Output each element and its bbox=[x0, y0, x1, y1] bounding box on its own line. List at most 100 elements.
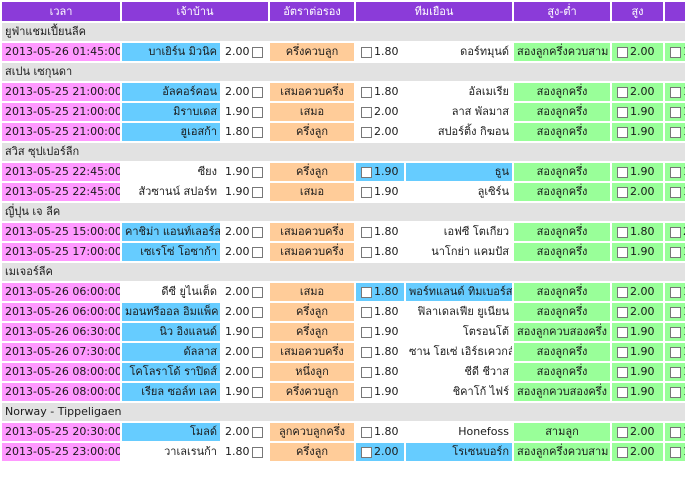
bet-checkbox[interactable] bbox=[361, 386, 372, 398]
bet-checkbox[interactable] bbox=[251, 326, 263, 338]
bet-checkbox[interactable] bbox=[361, 46, 372, 58]
over-odds: 2.00 bbox=[630, 445, 655, 458]
handicap: ครึ่งลูก bbox=[270, 163, 354, 181]
bet-checkbox[interactable] bbox=[361, 326, 372, 338]
bet-checkbox[interactable] bbox=[617, 446, 628, 458]
bet-checkbox[interactable] bbox=[361, 366, 372, 378]
under-cell: 1.80 bbox=[665, 283, 685, 301]
bet-checkbox[interactable] bbox=[251, 186, 263, 198]
header-row: เวลา เจ้าบ้าน อัตราต่อรอง ทีมเยือน สูง-ต… bbox=[2, 2, 685, 21]
away-team: โรเซนบอร์ก bbox=[406, 443, 512, 461]
bet-checkbox[interactable] bbox=[251, 86, 263, 98]
bet-checkbox[interactable] bbox=[617, 166, 628, 178]
bet-checkbox[interactable] bbox=[361, 226, 372, 238]
bet-checkbox[interactable] bbox=[617, 286, 628, 298]
match-row: 2013-05-26 06:30:00 นิว อิงแลนด์ 1.90 ครึ่ง… bbox=[2, 323, 685, 341]
home-odds-cell: 2.00 bbox=[222, 243, 268, 261]
league-name: สเปน เซกุนดา bbox=[2, 63, 685, 81]
over-cell: 2.00 bbox=[612, 443, 663, 461]
bet-checkbox[interactable] bbox=[251, 106, 263, 118]
bet-checkbox[interactable] bbox=[361, 86, 372, 98]
away-odds-cell: 1.90 bbox=[356, 383, 404, 401]
over-odds: 1.90 bbox=[630, 125, 655, 138]
bet-checkbox[interactable] bbox=[251, 286, 263, 298]
bet-checkbox[interactable] bbox=[251, 306, 263, 318]
match-row: 2013-05-25 23:00:00 วาเลเรนก้า 1.80 ครึ่งลู… bbox=[2, 443, 685, 461]
bet-checkbox[interactable] bbox=[670, 446, 681, 458]
bet-checkbox[interactable] bbox=[670, 166, 681, 178]
bet-checkbox[interactable] bbox=[617, 326, 628, 338]
bet-checkbox[interactable] bbox=[361, 446, 372, 458]
bet-checkbox[interactable] bbox=[251, 126, 263, 138]
bet-checkbox[interactable] bbox=[361, 186, 372, 198]
bet-checkbox[interactable] bbox=[251, 426, 263, 438]
bet-checkbox[interactable] bbox=[617, 386, 628, 398]
home-odds-cell: 2.00 bbox=[222, 363, 268, 381]
bet-checkbox[interactable] bbox=[670, 386, 681, 398]
bet-checkbox[interactable] bbox=[617, 106, 628, 118]
bet-checkbox[interactable] bbox=[251, 166, 263, 178]
bet-checkbox[interactable] bbox=[251, 446, 263, 458]
bet-checkbox[interactable] bbox=[617, 346, 628, 358]
away-team: ธูน bbox=[406, 163, 512, 181]
bet-checkbox[interactable] bbox=[251, 46, 263, 58]
bet-checkbox[interactable] bbox=[617, 426, 628, 438]
bet-checkbox[interactable] bbox=[251, 226, 263, 238]
bet-checkbox[interactable] bbox=[251, 366, 263, 378]
total-line: สองลูกครึ่ง bbox=[514, 123, 610, 141]
bet-checkbox[interactable] bbox=[617, 86, 628, 98]
match-row: 2013-05-26 06:00:00 มอนทรีออล อิมแพ็ค 2.00… bbox=[2, 303, 685, 321]
bet-checkbox[interactable] bbox=[670, 106, 681, 118]
bet-checkbox[interactable] bbox=[670, 286, 681, 298]
bet-checkbox[interactable] bbox=[670, 366, 681, 378]
bet-checkbox[interactable] bbox=[617, 226, 628, 238]
over-cell: 1.90 bbox=[612, 363, 663, 381]
bet-checkbox[interactable] bbox=[617, 46, 628, 58]
bet-checkbox[interactable] bbox=[251, 346, 263, 358]
bet-checkbox[interactable] bbox=[670, 246, 681, 258]
home-team: มิราบเดส bbox=[122, 103, 220, 121]
bet-checkbox[interactable] bbox=[251, 386, 263, 398]
home-team: นิว อิงแลนด์ bbox=[122, 323, 220, 341]
bet-checkbox[interactable] bbox=[361, 126, 372, 138]
bet-checkbox[interactable] bbox=[670, 126, 681, 138]
bet-checkbox[interactable] bbox=[617, 126, 628, 138]
bet-checkbox[interactable] bbox=[670, 346, 681, 358]
match-row: 2013-05-25 22:45:00 สัวซานน์ สปอร์ท 1.90 เส… bbox=[2, 183, 685, 201]
total-line: สองลูกครึ่ง bbox=[514, 283, 610, 301]
home-odds-cell: 1.90 bbox=[222, 383, 268, 401]
bet-checkbox[interactable] bbox=[361, 346, 372, 358]
handicap: เสมอควบครึ่ง bbox=[270, 343, 354, 361]
bet-checkbox[interactable] bbox=[361, 166, 372, 178]
away-team: ซาน โฮเซ่ เอิร์ธเควกส์ bbox=[406, 343, 512, 361]
bet-checkbox[interactable] bbox=[361, 426, 372, 438]
bet-checkbox[interactable] bbox=[617, 186, 628, 198]
home-team: อัลคอร์คอน bbox=[122, 83, 220, 101]
away-odds: 1.90 bbox=[374, 325, 399, 338]
bet-checkbox[interactable] bbox=[670, 426, 681, 438]
bet-checkbox[interactable] bbox=[361, 306, 372, 318]
bet-checkbox[interactable] bbox=[617, 306, 628, 318]
bet-checkbox[interactable] bbox=[361, 106, 372, 118]
match-time: 2013-05-26 06:00:00 bbox=[2, 283, 120, 301]
league-row: Norway - Tippeligaen bbox=[2, 403, 685, 421]
bet-checkbox[interactable] bbox=[251, 246, 263, 258]
handicap: เสมอ bbox=[270, 283, 354, 301]
home-odds: 1.90 bbox=[225, 105, 250, 118]
away-odds-cell: 1.80 bbox=[356, 343, 404, 361]
header-total: สูง-ต่ำ bbox=[514, 2, 610, 21]
bet-checkbox[interactable] bbox=[670, 226, 681, 238]
bet-checkbox[interactable] bbox=[670, 86, 681, 98]
away-odds: 2.00 bbox=[374, 105, 399, 118]
bet-checkbox[interactable] bbox=[670, 186, 681, 198]
bet-checkbox[interactable] bbox=[617, 366, 628, 378]
over-odds: 2.00 bbox=[630, 85, 655, 98]
away-odds-cell: 2.00 bbox=[356, 123, 404, 141]
bet-checkbox[interactable] bbox=[361, 246, 372, 258]
bet-checkbox[interactable] bbox=[617, 246, 628, 258]
bet-checkbox[interactable] bbox=[670, 46, 681, 58]
bet-checkbox[interactable] bbox=[670, 326, 681, 338]
bet-checkbox[interactable] bbox=[361, 286, 372, 298]
home-team: โมลด์ bbox=[122, 423, 220, 441]
bet-checkbox[interactable] bbox=[670, 306, 681, 318]
